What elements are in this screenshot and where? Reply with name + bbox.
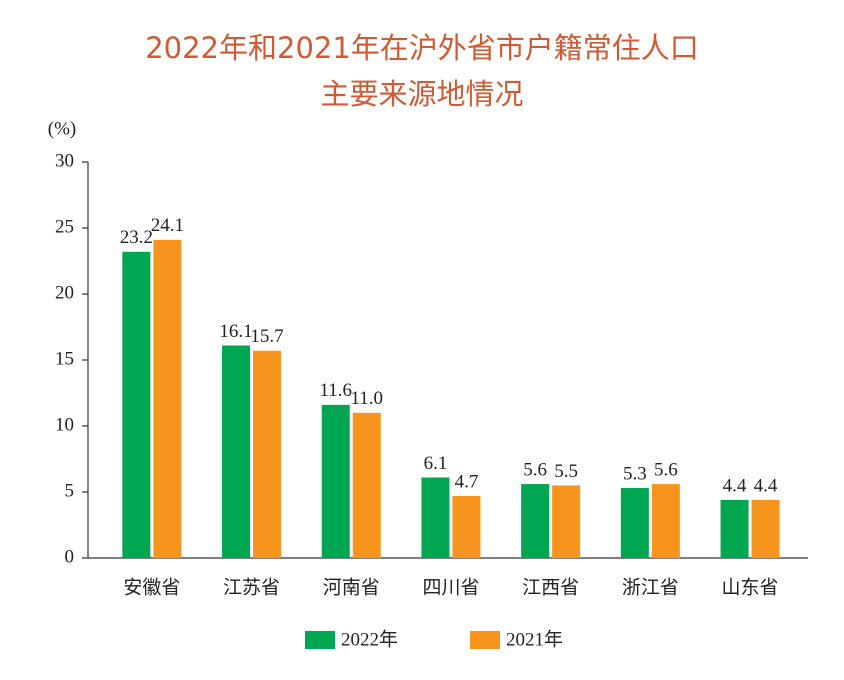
bar [153,239,182,558]
y-tick-label: 15 [55,348,74,369]
bar [452,495,481,558]
bar [651,484,680,558]
bar [521,484,550,558]
data-label: 24.1 [151,215,184,236]
y-tick-label: 5 [65,480,75,501]
chart-title: 2022年和2021年在沪外省市户籍常住人口 [145,31,699,65]
x-tick-label: 浙江省 [622,577,679,599]
chart-title: 主要来源地情况 [320,77,523,111]
legend-swatch [305,631,335,649]
data-label: 4.7 [455,471,479,492]
bar [352,412,381,558]
bar [122,251,151,558]
x-tick-label: 河南省 [323,577,380,599]
data-label: 11.6 [319,380,352,401]
bar [222,345,251,558]
y-tick-label: 0 [65,546,75,567]
x-tick-label: 江苏省 [223,577,280,599]
data-label: 4.4 [754,475,778,496]
y-tick-label: 25 [55,216,74,237]
bar [552,485,581,558]
bar [720,499,749,558]
x-tick-label: 山东省 [722,577,779,599]
bar [321,404,350,558]
y-axis-label: (%) [48,118,76,139]
y-tick-label: 20 [55,282,74,303]
data-label: 5.5 [554,461,578,482]
legend-swatch [470,631,500,649]
y-tick-label: 30 [55,150,74,171]
bar [421,477,450,558]
data-label: 11.0 [350,388,383,409]
data-label: 16.1 [219,321,252,342]
data-label: 5.3 [623,463,647,484]
legend-label: 2022年 [341,628,398,650]
bar [253,350,282,558]
x-tick-label: 江西省 [522,577,579,599]
x-tick-label: 安徽省 [123,577,180,599]
x-tick-label: 四川省 [422,577,479,599]
data-label: 23.2 [120,227,153,248]
data-label: 4.4 [723,475,747,496]
y-tick-label: 10 [55,414,74,435]
bar [751,499,780,558]
data-label: 5.6 [654,459,678,480]
data-label: 6.1 [424,453,448,474]
data-label: 15.7 [250,326,283,347]
data-label: 5.6 [523,459,547,480]
legend-label: 2021年 [506,628,563,650]
bar [620,488,649,558]
